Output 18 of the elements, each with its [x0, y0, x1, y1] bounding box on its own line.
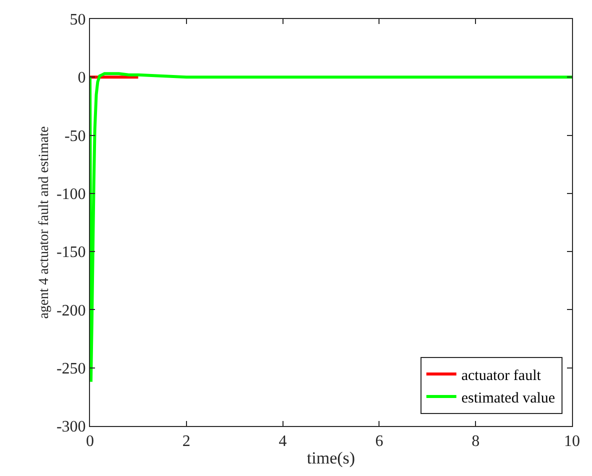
line-series: [90, 72, 572, 384]
y-tick-label: -200: [56, 302, 86, 320]
legend-label: actuator fault: [461, 368, 542, 384]
y-tick-label: 50: [70, 12, 86, 29]
x-tick-label: 2: [182, 433, 190, 450]
y-tick-label: 0: [78, 70, 86, 87]
y-axis-title: agent 4 actuator fault and estimate: [37, 126, 52, 319]
x-tick-label: 10: [564, 433, 580, 450]
legend-label: estimated value: [461, 390, 556, 406]
y-tick-label: -100: [56, 186, 86, 204]
y-tick-label: -150: [56, 244, 86, 262]
y-tick-label: -250: [56, 360, 86, 378]
x-tick-label: 4: [278, 433, 287, 450]
x-axis-title: time(s): [306, 448, 356, 468]
y-tick-label: -300: [56, 418, 86, 436]
x-tick-label: 6: [375, 433, 384, 450]
y-tick-label: -50: [64, 128, 86, 145]
x-tick-label: 8: [472, 433, 480, 450]
